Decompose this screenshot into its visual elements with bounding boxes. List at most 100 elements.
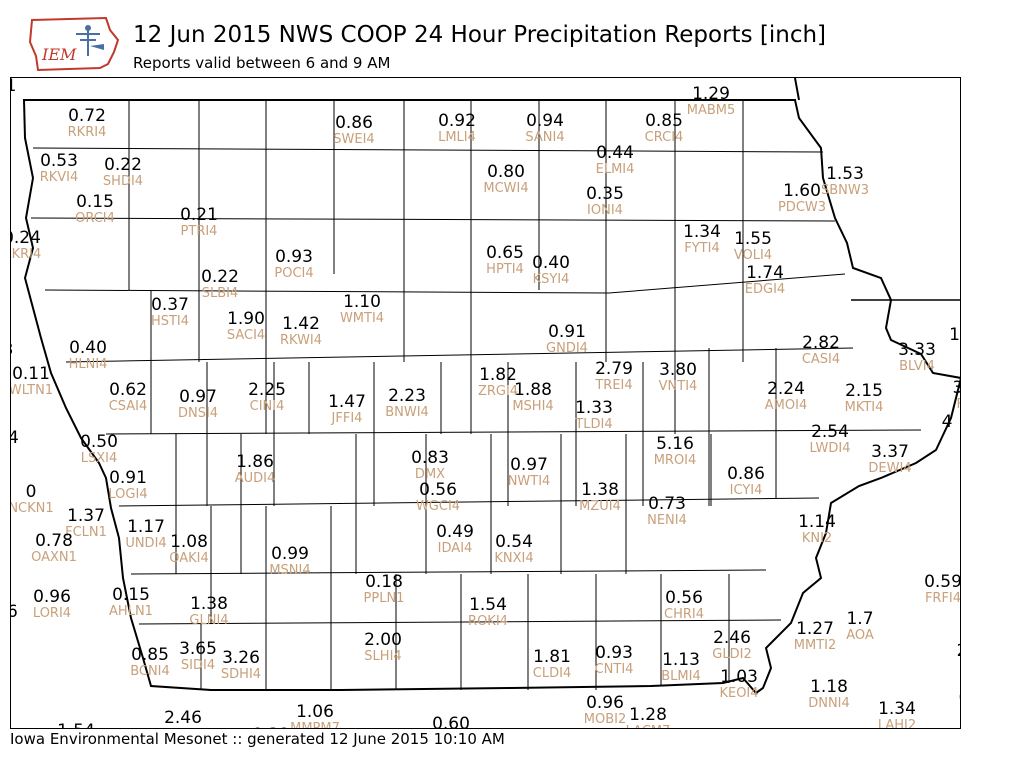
station-rkri4: 0.72 RKRI4: [67, 108, 107, 140]
station-value: 0.91: [548, 322, 586, 342]
station-value: 1.06: [296, 702, 334, 722]
station-id: KSYI4: [532, 272, 570, 287]
station-value: 1.08: [170, 532, 208, 552]
station-value: 0.60: [432, 714, 470, 729]
station-poci4: 0.93 POCI4: [274, 249, 313, 281]
station-id: NCKN1: [10, 501, 54, 516]
station-value: 1.47: [328, 392, 366, 412]
station-value: 1.37: [67, 506, 105, 526]
station-hsti4: 0.37 HSTI4: [151, 297, 189, 329]
station-grtm7: 2.46GRTM7: [160, 708, 206, 729]
station-value: 1.86: [236, 452, 274, 472]
station-lori4: 0.96 LORI4: [33, 589, 71, 621]
station-trei4: 2.79 TREI4: [595, 361, 633, 393]
station-id: BLVI4: [899, 359, 935, 374]
station-lwdi4: 2.54 LWDI4: [809, 422, 850, 456]
station-id: MABM5: [686, 103, 736, 118]
station-keoi4: 1.03 KEOI4: [719, 669, 758, 701]
station-id: CASI4: [801, 352, 841, 367]
station-value: 3: [11, 342, 13, 359]
station-id: SHDI4: [102, 174, 144, 189]
station-value: 0.91: [109, 468, 147, 488]
station-id: DMX: [414, 467, 446, 482]
station-id: OAKI4: [169, 551, 209, 566]
station-value: 1.33: [575, 398, 613, 418]
map-subtitle: Reports valid between 6 and 9 AM: [133, 54, 391, 72]
station-audi4: 1.86 AUDI4: [235, 452, 276, 486]
station-id: CRCI4: [644, 130, 684, 145]
station-id: GRTM7: [160, 728, 206, 729]
station-value: 0.97: [179, 387, 217, 407]
station-id: DNNI4: [808, 696, 850, 711]
station-chri4: 0.56 CHRI4: [664, 590, 704, 622]
station-value: 2.24: [767, 379, 805, 399]
station-value: 1.13: [662, 650, 700, 670]
station-casi4: 2.82 CASI4: [801, 333, 841, 367]
station-ahln1: 0.15 AHLN1: [109, 587, 153, 619]
station-value: 0.18: [365, 572, 403, 592]
station-id: AHLN1: [109, 604, 153, 619]
station-value: 2.54: [811, 422, 849, 442]
station-jffi4: 1.47 JFFI4: [328, 392, 366, 426]
station-fti: 3.4FTI: [952, 380, 960, 412]
station-value: 0.59: [924, 572, 961, 592]
station-id: MROI4: [653, 453, 697, 468]
station-offmap-97: 46: [11, 604, 18, 621]
station-id: SIDI4: [180, 658, 216, 673]
station-value: 2.82: [802, 333, 840, 353]
station-dnni4: 1.18 DNNI4: [808, 679, 850, 711]
station-value: 24: [11, 430, 19, 447]
station-id: MZUI4: [579, 499, 621, 514]
station-value: 0.40: [69, 338, 107, 358]
station-mzui4: 1.38 MZUI4: [579, 482, 621, 514]
station-id: TREI4: [595, 378, 633, 393]
county-boundaries: [22, 78, 960, 695]
station-id: WMTI4: [339, 311, 385, 326]
station-id: CNTI4: [594, 662, 634, 677]
station-crci4: 0.85 CRCI4: [644, 113, 684, 145]
station-id: ZRGI4: [477, 384, 519, 399]
station-value: 2.46: [713, 628, 751, 648]
station-value: 0.73: [648, 494, 686, 514]
station-mshi4: 1.88 MSHI4: [512, 382, 553, 414]
station-id: ELMI4: [595, 162, 635, 177]
station-cini4: 2.25 CINI4: [248, 382, 286, 414]
station-value: 2.46: [164, 708, 202, 728]
station-idai4: 0.49 IDAI4: [436, 524, 474, 556]
station-value: 0.93: [595, 643, 633, 663]
station-value: 1.82: [479, 365, 517, 385]
station-elmi4: 0.44 ELMI4: [595, 145, 635, 177]
station-mroi4: 5.16 MROI4: [653, 436, 697, 468]
station-vnti4: 3.80 VNTI4: [659, 362, 698, 394]
station-blmi4: 1.13 BLMI4: [661, 650, 700, 684]
station-value: 0.50: [80, 432, 118, 452]
station-value: 1.42: [282, 314, 320, 334]
station-value: 1.60: [783, 181, 821, 201]
station-wgci4: 0.56 WGCI4: [416, 482, 460, 514]
station-value: 1.29: [692, 84, 730, 104]
station-id: IDAI4: [437, 541, 473, 556]
station-value: 0.40: [532, 253, 570, 273]
station-edgi4: 1.74 EDGI4: [745, 265, 785, 297]
station-id: LOGI4: [108, 487, 148, 502]
station-value: 0.86: [727, 464, 765, 484]
station-id: DEWI4: [868, 461, 912, 476]
station-value: 1.17: [127, 517, 165, 537]
station-id: MOBI2: [583, 712, 627, 727]
station-value: 0: [959, 690, 960, 707]
station-value: 0.24: [11, 228, 41, 248]
station-value: 0.96: [586, 693, 624, 713]
station-value: 1.34: [683, 222, 721, 242]
station-id: CINI4: [249, 399, 285, 414]
station-amoi4: 2.24 AMOI4: [765, 379, 807, 413]
station-dewi4: 3.37 DEWI4: [868, 444, 912, 476]
station-id: WLTN1: [10, 383, 54, 398]
station-offmap-95: 3: [11, 342, 13, 359]
station-id: CSAI4: [108, 399, 148, 414]
station-value: 0.65: [486, 243, 524, 263]
station-value: 1: [11, 78, 16, 95]
station-id: PDCW3: [777, 200, 827, 215]
station-offmap-100: 2: [957, 643, 960, 660]
station-id: RKRI4: [67, 125, 107, 140]
station-rkwi4: 1.42 RKWI4: [280, 314, 322, 348]
